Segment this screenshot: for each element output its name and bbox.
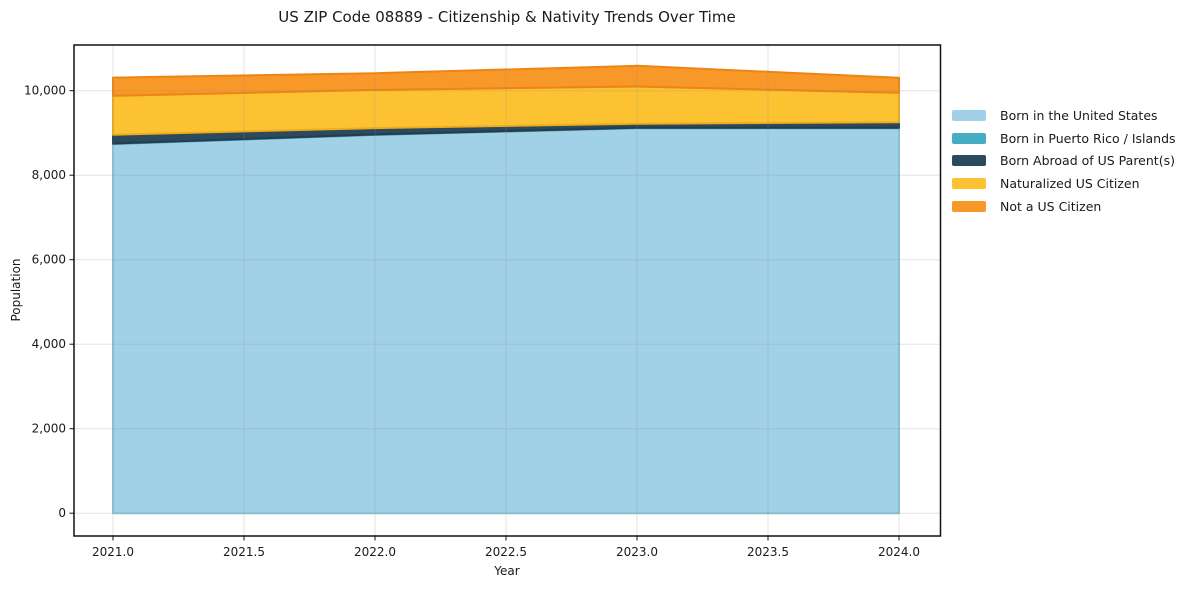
- legend-label: Not a US Citizen: [1000, 198, 1102, 214]
- legend-swatch-naturalized-us-citizen: [952, 178, 986, 190]
- x-axis-label: Year: [494, 564, 520, 578]
- x-tick-label: 2021.5: [223, 545, 265, 559]
- legend-item-born-in-the-united-states: Born in the United States: [952, 104, 1176, 127]
- legend-label: Born in Puerto Rico / Islands: [1000, 130, 1176, 146]
- legend-swatch-not-a-us-citizen: [952, 200, 986, 212]
- y-tick-label: 6,000: [32, 253, 66, 267]
- legend-label: Born in the United States: [1000, 107, 1158, 123]
- y-tick-label: 4,000: [32, 337, 66, 351]
- x-tick-label: 2023.0: [616, 545, 658, 559]
- plot-border: [73, 44, 942, 537]
- y-axis-label: Population: [9, 258, 23, 322]
- y-tick-label: 0: [58, 506, 66, 520]
- x-tick-label: 2021.0: [92, 545, 134, 559]
- y-tick-label: 10,000: [24, 84, 66, 98]
- y-tick-label: 2,000: [32, 422, 66, 436]
- area-not-a-us-citizen: [112, 64, 900, 97]
- legend-item-born-abroad-of-us-parents: Born Abroad of US Parent(s): [952, 150, 1176, 173]
- legend-item-naturalized-us-citizen: Naturalized US Citizen: [952, 172, 1176, 195]
- x-tick-label: 2023.5: [747, 545, 789, 559]
- chart-title: US ZIP Code 08889 - Citizenship & Nativi…: [278, 8, 736, 26]
- legend-item-not-a-us-citizen: Not a US Citizen: [952, 195, 1176, 218]
- x-tick-label: 2022.5: [485, 545, 527, 559]
- legend-label: Naturalized US Citizen: [1000, 176, 1140, 192]
- legend-swatch-born-in-the-united-states: [952, 109, 986, 121]
- legend-swatch-born-in-puerto-rico-islands: [952, 132, 986, 144]
- legend-swatch-born-abroad-of-us-parents: [952, 155, 986, 167]
- x-tick-label: 2022.0: [354, 545, 396, 559]
- x-tick-label: 2024.0: [878, 545, 920, 559]
- legend-item-born-in-puerto-rico-islands: Born in Puerto Rico / Islands: [952, 127, 1176, 150]
- legend-label: Born Abroad of US Parent(s): [1000, 153, 1175, 169]
- y-tick-label: 8,000: [32, 168, 66, 182]
- legend: Born in the United States Born in Puerto…: [952, 104, 1176, 218]
